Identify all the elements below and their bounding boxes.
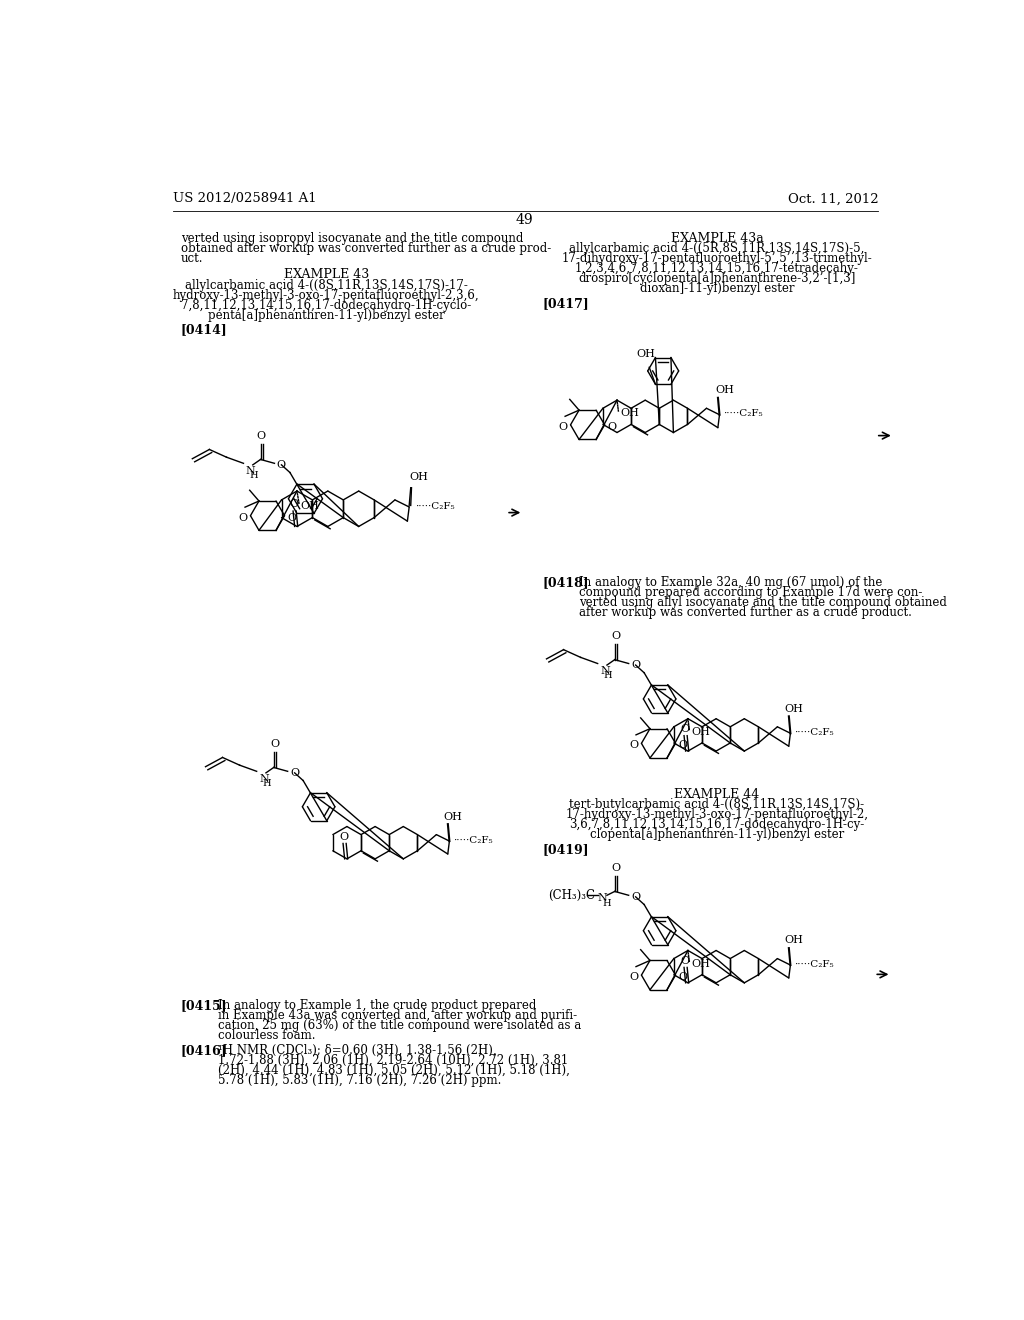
Text: OH: OH (410, 473, 428, 482)
Text: O: O (631, 892, 640, 902)
Text: [0418]: [0418] (543, 576, 589, 589)
Text: O: O (631, 660, 640, 671)
Text: [0417]: [0417] (543, 297, 590, 310)
Text: 7,8,11,12,13,14,15,16,17-dodecahydro-1H-cyclo-: 7,8,11,12,13,14,15,16,17-dodecahydro-1H-… (181, 298, 471, 312)
Text: In analogy to Example 1, the crude product prepared: In analogy to Example 1, the crude produ… (218, 999, 537, 1012)
Text: Oct. 11, 2012: Oct. 11, 2012 (787, 193, 879, 206)
Text: (CH₃)₃C: (CH₃)₃C (548, 888, 595, 902)
Text: N: N (259, 774, 268, 784)
Text: O: O (680, 956, 689, 965)
Text: ·····C₂F₅: ·····C₂F₅ (795, 727, 834, 737)
Text: O: O (257, 432, 266, 441)
Text: H: H (263, 779, 271, 788)
Text: 1.72-1.88 (3H), 2.06 (1H), 2.19-2.64 (10H), 2.72 (1H), 3.81: 1.72-1.88 (3H), 2.06 (1H), 2.19-2.64 (10… (218, 1053, 568, 1067)
Text: EXAMPLE 44: EXAMPLE 44 (675, 788, 760, 800)
Text: OH: OH (691, 727, 710, 737)
Text: 49: 49 (516, 213, 534, 227)
Text: [0415]: [0415] (180, 999, 227, 1012)
Text: verted using allyl isocyanate and the title compound obtained: verted using allyl isocyanate and the ti… (579, 595, 947, 609)
Text: cation, 25 mg (63%) of the title compound were isolated as a: cation, 25 mg (63%) of the title compoun… (218, 1019, 582, 1032)
Text: OH: OH (784, 704, 803, 714)
Text: colourless foam.: colourless foam. (218, 1030, 315, 1043)
Text: OH: OH (691, 958, 710, 969)
Text: O: O (611, 631, 621, 642)
Text: 17-dihydroxy-17-pentafluoroethyl-5’,5’,13-trimethyl-: 17-dihydroxy-17-pentafluoroethyl-5’,5’,1… (561, 252, 872, 265)
Text: EXAMPLE 43: EXAMPLE 43 (284, 268, 369, 281)
Text: uct.: uct. (180, 252, 203, 264)
Text: [0416]: [0416] (180, 1044, 227, 1057)
Text: OH: OH (301, 500, 319, 511)
Text: O: O (288, 512, 297, 523)
Text: O: O (270, 739, 279, 748)
Text: penta[a]phenanthren-11-yl)benzyl ester: penta[a]phenanthren-11-yl)benzyl ester (208, 309, 444, 322)
Text: tert-butylcarbamic acid 4-((8S,11R,13S,14S,17S)-: tert-butylcarbamic acid 4-((8S,11R,13S,1… (569, 799, 864, 812)
Text: OH: OH (784, 936, 803, 945)
Text: O: O (629, 741, 638, 750)
Text: O: O (679, 972, 688, 982)
Text: OH: OH (443, 812, 462, 821)
Text: N: N (600, 665, 609, 676)
Text: OH: OH (621, 408, 639, 418)
Text: O: O (290, 499, 298, 510)
Text: ·····C₂F₅: ·····C₂F₅ (454, 836, 493, 845)
Text: O: O (276, 459, 286, 470)
Text: H: H (604, 671, 612, 680)
Text: EXAMPLE 43a: EXAMPLE 43a (671, 231, 763, 244)
Text: compound prepared according to Example 17d were con-: compound prepared according to Example 1… (579, 586, 923, 599)
Text: in Example 43a was converted and, after workup and purifi-: in Example 43a was converted and, after … (218, 1010, 578, 1022)
Text: O: O (680, 723, 689, 734)
Text: [0419]: [0419] (543, 843, 589, 855)
Text: clopenta[a]phenanthren-11-yl)benzyl ester: clopenta[a]phenanthren-11-yl)benzyl este… (590, 829, 844, 841)
Text: 1,2,3,4,6,7,8,11,12,13,14,15,16,17-tetradecahy-: 1,2,3,4,6,7,8,11,12,13,14,15,16,17-tetra… (575, 263, 859, 276)
Text: H: H (250, 471, 258, 480)
Text: O: O (239, 512, 248, 523)
Text: OH: OH (716, 385, 734, 395)
Text: O: O (611, 863, 621, 873)
Text: verted using isopropyl isocyanate and the title compound: verted using isopropyl isocyanate and th… (180, 231, 523, 244)
Text: N: N (246, 466, 256, 475)
Text: allylcarbamic acid 4-((8S,11R,13S,14S,17S)-17-: allylcarbamic acid 4-((8S,11R,13S,14S,17… (185, 279, 468, 292)
Text: obtained after workup was converted further as a crude prod-: obtained after workup was converted furt… (180, 242, 551, 255)
Text: O: O (558, 422, 567, 432)
Text: allylcarbamic acid 4-((5R,8S,11R,13S,14S,17S)-5,: allylcarbamic acid 4-((5R,8S,11R,13S,14S… (569, 243, 864, 255)
Text: drospiro[cyclopenta[a]phenanthrene-3,2’-[1,3]: drospiro[cyclopenta[a]phenanthrene-3,2’-… (579, 272, 856, 285)
Text: N: N (598, 892, 607, 903)
Text: In analogy to Example 32a, 40 mg (67 μmol) of the: In analogy to Example 32a, 40 mg (67 μmo… (579, 576, 883, 589)
Text: dioxan]-11-yl)benzyl ester: dioxan]-11-yl)benzyl ester (640, 282, 795, 296)
Text: after workup was converted further as a crude product.: after workup was converted further as a … (579, 606, 912, 619)
Text: O: O (339, 832, 348, 842)
Text: 5.78 (1H), 5.83 (1H), 7.16 (2H), 7.26 (2H) ppm.: 5.78 (1H), 5.83 (1H), 7.16 (2H), 7.26 (2… (218, 1074, 502, 1086)
Text: hydroxy-13-methyl-3-oxo-17-pentafluoroethyl-2,3,6,: hydroxy-13-methyl-3-oxo-17-pentafluoroet… (173, 289, 479, 301)
Text: O: O (290, 768, 299, 777)
Text: ·····C₂F₅: ·····C₂F₅ (723, 409, 763, 418)
Text: 17-hydroxy-13-methyl-3-oxo-17-pentafluoroethyl-2,: 17-hydroxy-13-methyl-3-oxo-17-pentafluor… (565, 808, 868, 821)
Text: OH: OH (637, 350, 655, 359)
Text: (2H), 4.44 (1H), 4.83 (1H), 5.05 (2H), 5.12 (1H), 5.18 (1H),: (2H), 4.44 (1H), 4.83 (1H), 5.05 (2H), 5… (218, 1064, 569, 1077)
Text: [0414]: [0414] (180, 323, 227, 337)
Text: O: O (679, 741, 688, 750)
Text: ¹H NMR (CDCl₃); δ=0.60 (3H), 1.38-1.56 (2H),: ¹H NMR (CDCl₃); δ=0.60 (3H), 1.38-1.56 (… (218, 1044, 497, 1057)
Text: O: O (629, 972, 638, 982)
Text: H: H (602, 899, 611, 908)
Text: ·····C₂F₅: ·····C₂F₅ (416, 502, 455, 511)
Text: 3,6,7,8,11,12,13,14,15,16,17-dodecahydro-1H-cy-: 3,6,7,8,11,12,13,14,15,16,17-dodecahydro… (569, 818, 864, 832)
Text: O: O (607, 422, 616, 432)
Text: ·····C₂F₅: ·····C₂F₅ (795, 960, 834, 969)
Text: US 2012/0258941 A1: US 2012/0258941 A1 (173, 193, 316, 206)
